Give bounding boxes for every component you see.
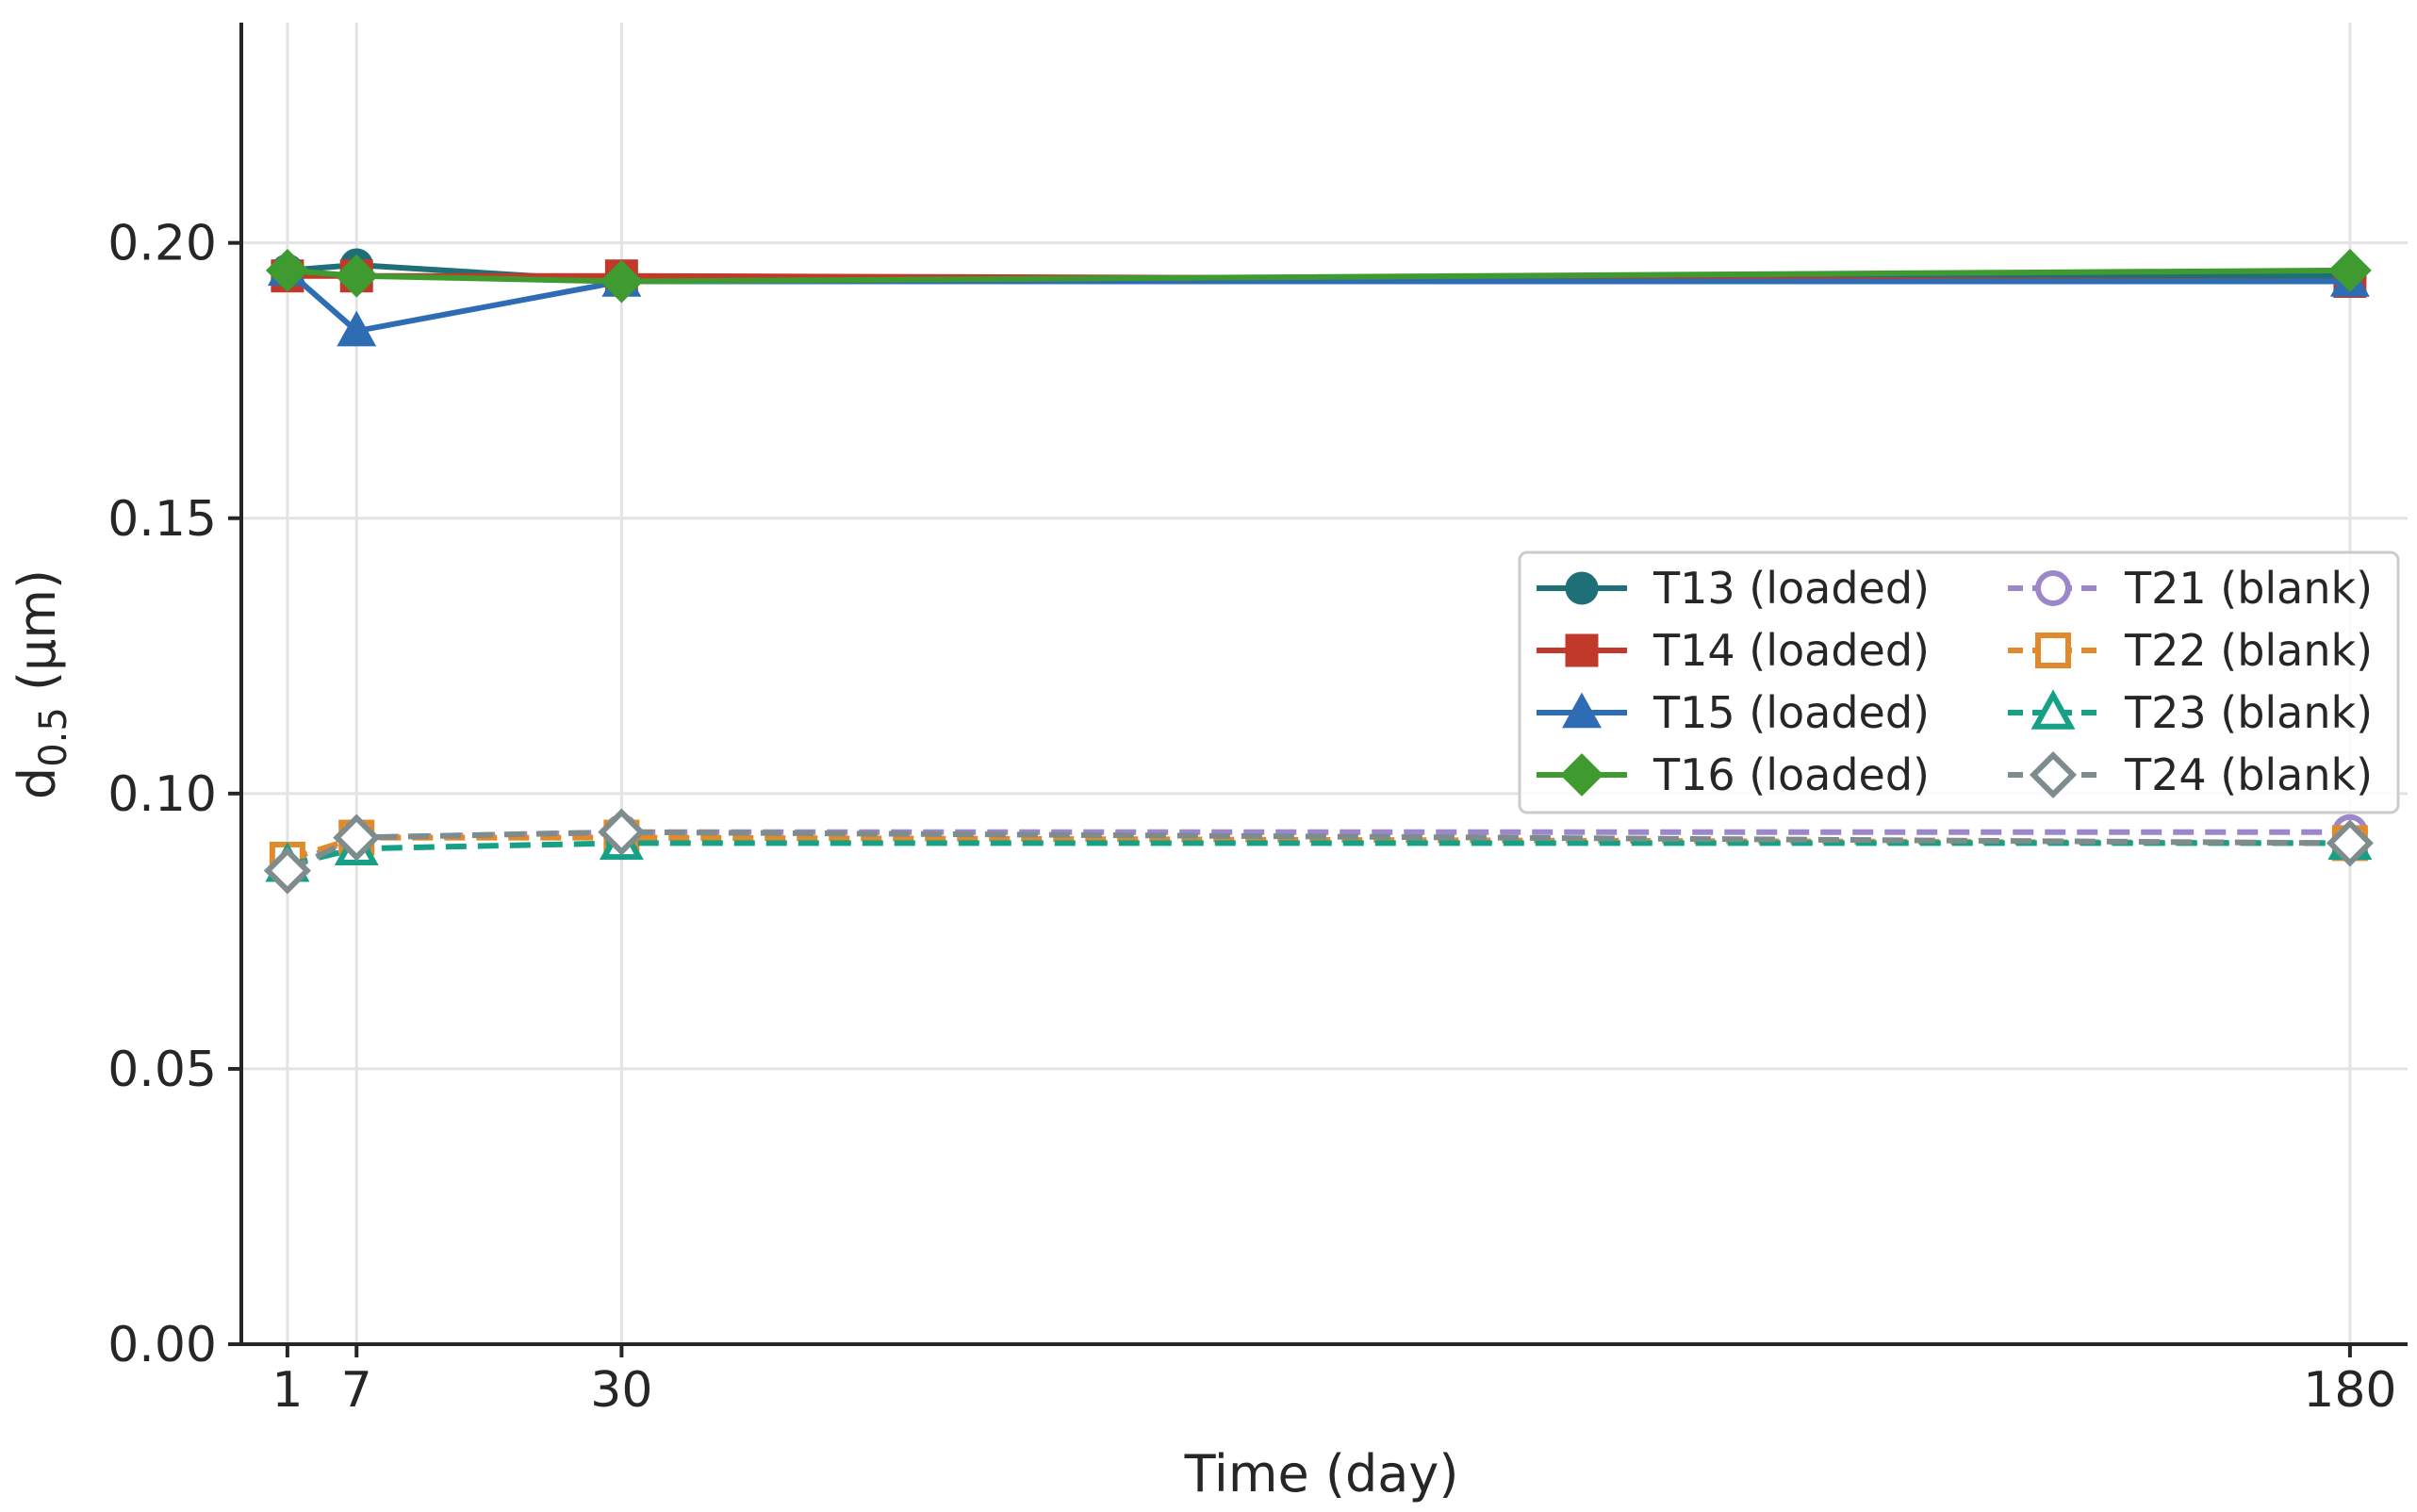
legend-item: T16 (loaded) [1537, 749, 1930, 800]
series-t16 [265, 248, 2372, 304]
legend-swatch-marker [1562, 692, 1602, 729]
x-tick-label: 7 [341, 1362, 372, 1419]
data-point [263, 846, 311, 895]
series-layer [263, 248, 2374, 895]
series-line [286, 829, 2350, 874]
data-point [335, 254, 379, 298]
legend-label: T22 (blank) [2124, 625, 2373, 676]
x-axis-label: Time (day) [1184, 1444, 1459, 1504]
legend-swatch-marker [2029, 750, 2078, 799]
legend-swatch-marker [2031, 689, 2076, 730]
legend-label: T21 (blank) [2124, 563, 2373, 614]
series-line [287, 267, 2350, 285]
data-point [2326, 819, 2374, 867]
y-axis-label: d0.5 (µm) [8, 569, 75, 799]
legend-label: T24 (blank) [2124, 749, 2373, 800]
series-line [287, 840, 2350, 868]
data-point [333, 814, 381, 862]
legend-label: T15 (loaded) [1652, 687, 1930, 738]
legend-swatch-marker [1560, 753, 1603, 797]
grid [241, 23, 2408, 1344]
legend-label: T16 (loaded) [1652, 749, 1930, 800]
data-point [2327, 248, 2372, 292]
axes [228, 23, 2408, 1357]
data-point [337, 310, 377, 347]
y-tick-label: 0.00 [107, 1317, 217, 1373]
y-tick-label: 0.20 [107, 216, 217, 272]
data-point [265, 248, 309, 292]
legend-item: T13 (loaded) [1537, 563, 1930, 614]
x-tick-label: 30 [590, 1362, 652, 1419]
legend-item: T15 (loaded) [1537, 687, 1930, 738]
series-line [285, 268, 2350, 335]
series-t21 [269, 814, 2368, 883]
y-axis-label-unit: (µm) [8, 569, 67, 707]
legend-swatch-marker [1565, 571, 1599, 605]
legend-swatch-marker [1565, 633, 1599, 667]
legend-item: T23 (blank) [2008, 687, 2373, 738]
legend-label: T23 (blank) [2124, 687, 2373, 738]
legend: T13 (loaded) T14 (loaded) T15 (loaded) T16 … [1518, 551, 2400, 814]
legend-item: T22 (blank) [2008, 625, 2373, 676]
legend-box [1518, 551, 2400, 814]
legend-label: T14 (loaded) [1652, 625, 1930, 676]
legend-item: T24 (blank) [2008, 749, 2373, 800]
legend-item: T21 (blank) [2008, 563, 2373, 614]
legend-item: T14 (loaded) [1537, 625, 1930, 676]
series-t24 [263, 808, 2374, 895]
legend-swatch-marker [2035, 633, 2071, 668]
tick-labels: 0.00 0.05 0.10 0.15 0.20 1 7 30 180 [107, 216, 2396, 1419]
y-tick-label: 0.05 [107, 1042, 217, 1098]
data-point [598, 808, 646, 856]
y-tick-label: 0.15 [107, 491, 217, 548]
y-axis-label-sub: 0.5 [32, 707, 75, 767]
x-tick-label: 1 [271, 1362, 303, 1419]
y-tick-label: 0.10 [107, 766, 217, 823]
legend-swatch-marker [2035, 570, 2071, 606]
y-axis-label-main: d [8, 767, 67, 799]
x-tick-label: 180 [2303, 1362, 2396, 1419]
data-point [600, 259, 644, 304]
legend-label: T13 (loaded) [1652, 563, 1930, 614]
series-t15 [267, 250, 2370, 347]
